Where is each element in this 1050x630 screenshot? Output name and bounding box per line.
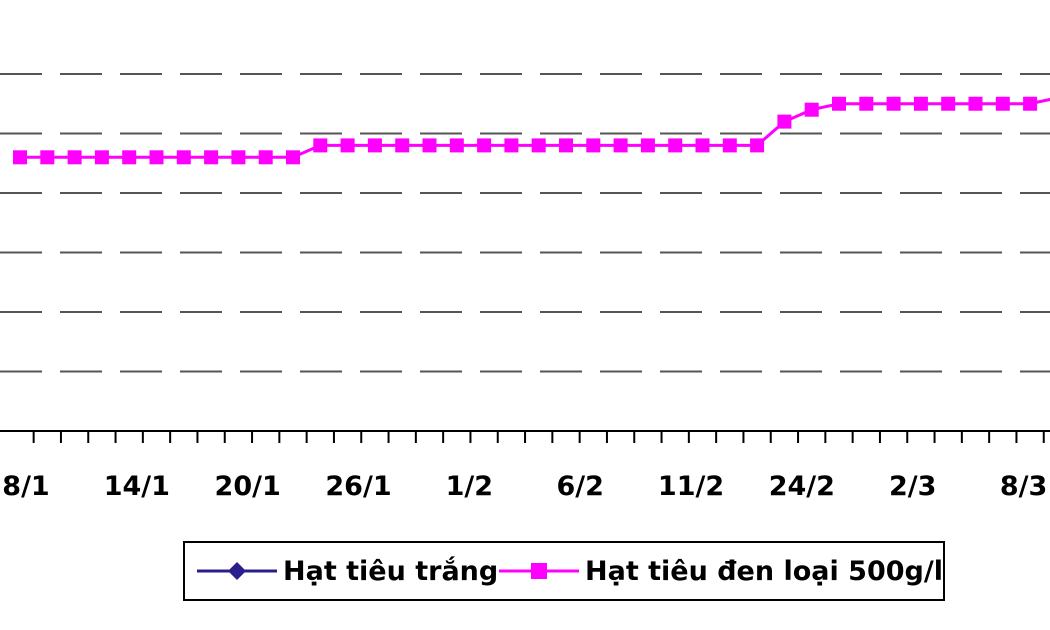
legend: Hạt tiêu trắng Hạt tiêu đen loại 500g/l	[183, 541, 945, 601]
data-point	[1023, 96, 1038, 111]
data-point	[149, 150, 164, 165]
data-point	[477, 138, 492, 153]
x-tick-label: 6/2	[556, 471, 603, 502]
x-tick-label: 2/3	[889, 471, 936, 502]
series-layer	[13, 96, 1050, 165]
data-point	[586, 138, 601, 153]
gridlines	[0, 73, 1050, 373]
data-point	[367, 138, 382, 153]
data-point	[995, 96, 1010, 111]
data-point	[859, 96, 874, 111]
legend-item-black-pepper: Hạt tiêu đen loại 500g/l	[497, 543, 943, 599]
data-point	[668, 138, 683, 153]
data-point	[613, 138, 628, 153]
x-axis	[0, 430, 1050, 443]
data-point	[531, 138, 546, 153]
x-tick-label: 8/1	[2, 471, 49, 502]
data-point	[722, 138, 737, 153]
data-point	[40, 150, 55, 165]
data-point	[340, 138, 355, 153]
data-point	[640, 138, 655, 153]
data-point	[258, 150, 273, 165]
data-point	[13, 150, 27, 165]
legend-label-white-pepper: Hạt tiêu trắng	[283, 555, 499, 587]
x-tick-label: 14/1	[104, 471, 170, 502]
x-tick-labels: 8/1 14/1 20/1 26/1 1/2 6/2 11/2 24/2 2/3 8/3	[2, 471, 1047, 502]
data-point	[395, 138, 410, 153]
data-point	[804, 102, 819, 117]
legend-swatch-square-icon	[499, 563, 579, 579]
x-tick-label: 8/3	[1000, 471, 1047, 502]
x-tick-label: 24/2	[769, 471, 835, 502]
legend-swatch-diamond-icon	[197, 562, 277, 580]
data-point	[94, 150, 109, 165]
data-point	[913, 96, 928, 111]
data-point	[176, 150, 191, 165]
data-point	[750, 138, 765, 153]
x-tick-label: 11/2	[658, 471, 724, 502]
data-point	[504, 138, 519, 153]
data-point	[422, 138, 437, 153]
legend-label-black-pepper: Hạt tiêu đen loại 500g/l	[585, 555, 943, 587]
data-point	[204, 150, 219, 165]
data-point	[968, 96, 983, 111]
data-point	[559, 138, 573, 153]
data-point	[941, 96, 956, 111]
data-point	[449, 138, 464, 153]
data-point	[832, 96, 846, 111]
x-tick-label: 26/1	[325, 471, 391, 502]
series-line	[20, 97, 1050, 159]
data-point	[313, 138, 328, 153]
legend-item-white-pepper: Hạt tiêu trắng	[195, 543, 498, 599]
series-black-pepper	[13, 96, 1050, 165]
data-point	[122, 150, 137, 165]
data-point	[286, 150, 300, 165]
data-point	[67, 150, 82, 165]
data-point	[695, 138, 710, 153]
x-tick-label: 20/1	[215, 471, 281, 502]
data-point	[231, 150, 246, 165]
x-tick-label: 1/2	[446, 471, 493, 502]
data-point	[777, 114, 792, 129]
data-point	[886, 96, 901, 111]
